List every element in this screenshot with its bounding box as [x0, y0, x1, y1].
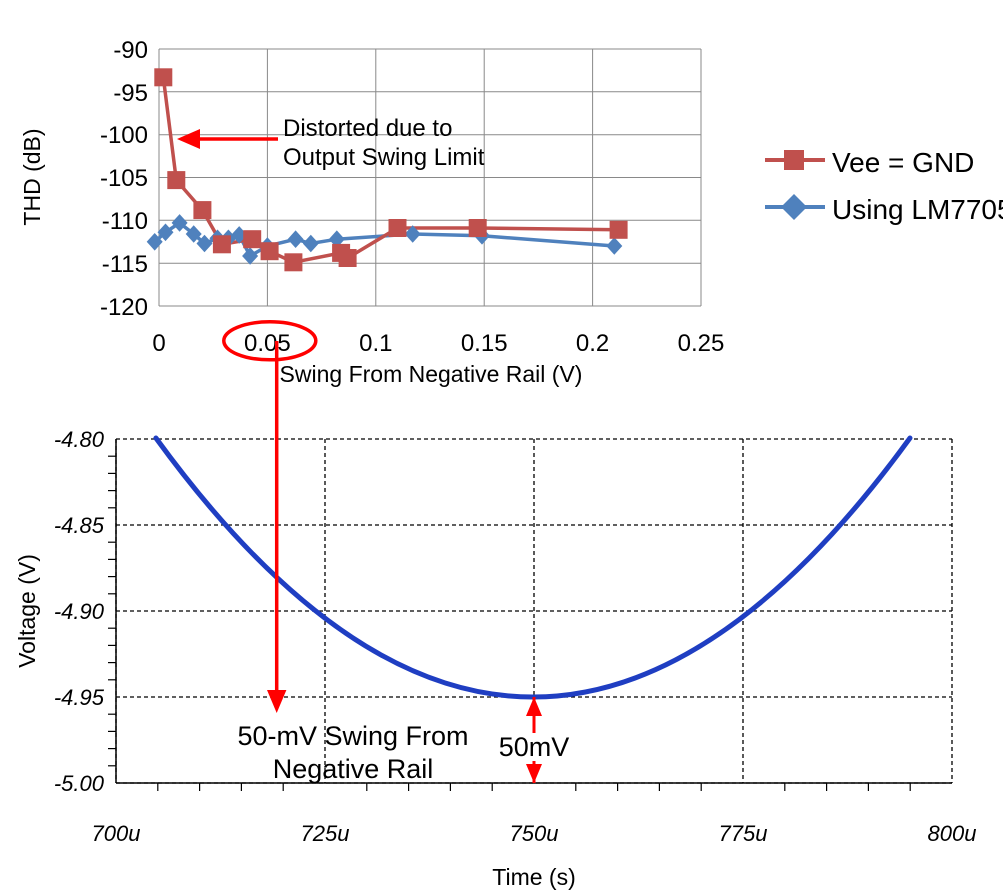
- svg-text:-4.80: -4.80: [54, 427, 105, 452]
- svg-text:750u: 750u: [510, 821, 559, 846]
- svg-text:725u: 725u: [301, 821, 350, 846]
- svg-text:Voltage (V): Voltage (V): [14, 554, 40, 668]
- svg-text:700u: 700u: [92, 821, 141, 846]
- svg-text:50mV: 50mV: [499, 732, 570, 762]
- svg-text:0.25: 0.25: [678, 330, 725, 357]
- svg-text:-100: -100: [100, 122, 148, 149]
- svg-text:-115: -115: [102, 251, 148, 278]
- svg-text:-105: -105: [100, 165, 148, 192]
- svg-text:-4.95: -4.95: [54, 685, 105, 710]
- svg-text:800u: 800u: [928, 821, 977, 846]
- svg-text:Distorted due to: Distorted due to: [283, 115, 452, 142]
- svg-text:Vee = GND: Vee = GND: [832, 147, 974, 178]
- svg-text:-95: -95: [113, 80, 148, 107]
- svg-text:Swing From Negative Rail (V): Swing From Negative Rail (V): [280, 361, 583, 387]
- svg-text:Using LM7705: Using LM7705: [832, 194, 1003, 225]
- svg-text:0: 0: [152, 330, 165, 357]
- svg-text:THD (dB): THD (dB): [19, 128, 45, 225]
- svg-text:-120: -120: [100, 294, 148, 321]
- svg-text:-4.90: -4.90: [54, 599, 105, 624]
- svg-text:-110: -110: [102, 208, 148, 235]
- svg-text:0.2: 0.2: [576, 330, 609, 357]
- svg-text:0.05: 0.05: [244, 330, 291, 357]
- svg-text:-4.85: -4.85: [54, 513, 105, 538]
- svg-text:Negative Rail: Negative Rail: [273, 754, 434, 784]
- svg-text:-5.00: -5.00: [54, 771, 105, 796]
- svg-text:50-mV Swing From: 50-mV Swing From: [237, 721, 468, 751]
- svg-text:775u: 775u: [719, 821, 768, 846]
- svg-text:-90: -90: [113, 37, 148, 64]
- svg-text:Output Swing Limit: Output Swing Limit: [283, 144, 485, 171]
- svg-text:0.1: 0.1: [359, 330, 392, 357]
- svg-text:0.15: 0.15: [461, 330, 508, 357]
- svg-text:Time (s): Time (s): [492, 864, 575, 890]
